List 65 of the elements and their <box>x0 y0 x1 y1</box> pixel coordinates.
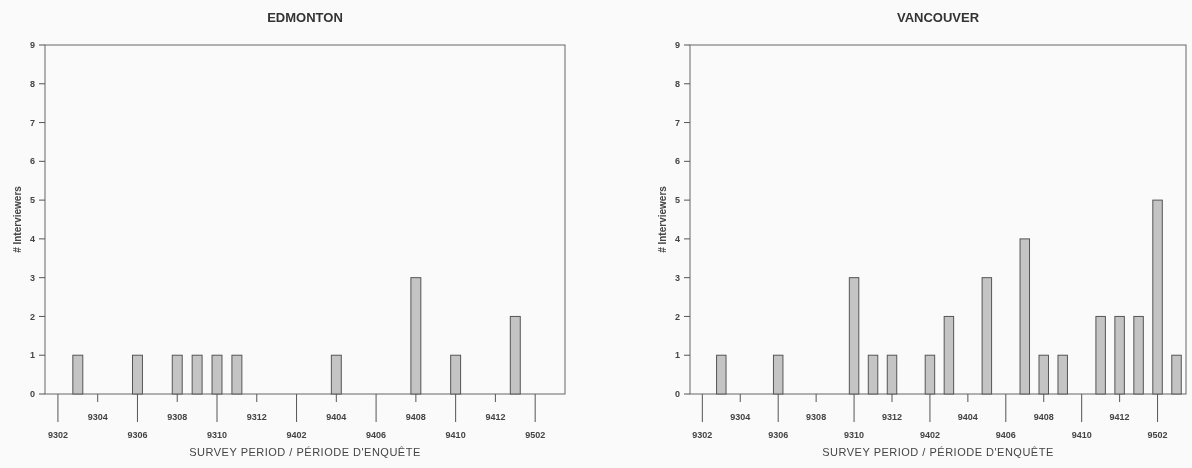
x-tick-label: 9308 <box>806 412 827 422</box>
y-tick-label: 3 <box>29 272 35 283</box>
bar <box>1095 315 1106 395</box>
x-tick-label: 9502 <box>525 430 546 440</box>
x-tick-label: 9404 <box>957 412 978 422</box>
y-tick-label: 5 <box>29 195 35 206</box>
x-tick-label: 9412 <box>1109 412 1130 422</box>
y-tick-label: 1 <box>29 350 35 361</box>
x-tick-label: 9502 <box>1147 430 1168 440</box>
y-tick-label: 7 <box>674 117 680 128</box>
x-tick-label: 9310 <box>844 430 865 440</box>
bar <box>716 354 727 395</box>
bar <box>867 354 879 395</box>
x-tick-label: 9408 <box>405 412 426 422</box>
x-tick-label: 9406 <box>366 430 387 440</box>
bar <box>509 315 521 395</box>
x-tick-label: 9406 <box>995 430 1016 440</box>
x-tick-label: 9310 <box>206 430 228 440</box>
y-tick-label: 3 <box>674 272 680 283</box>
y-tick-label: 2 <box>29 311 35 322</box>
bar <box>72 354 84 395</box>
y-tick-label: 0 <box>674 389 680 400</box>
x-tick-label: 9306 <box>768 430 789 440</box>
x-tick-label: 9312 <box>246 412 267 422</box>
y-tick-label: 6 <box>674 156 680 167</box>
y-tick-label: 5 <box>674 195 680 206</box>
x-tick-label: 9306 <box>127 430 148 440</box>
x-tick-label: 9410 <box>1071 430 1092 440</box>
y-tick-label: 7 <box>29 117 35 128</box>
x-tick-label: 9308 <box>167 412 188 422</box>
y-tick-label: 2 <box>674 311 680 322</box>
bar <box>1133 315 1144 395</box>
x-tick-label: 9302 <box>692 430 713 440</box>
bar <box>1057 354 1068 395</box>
x-tick-label: 9410 <box>445 430 466 440</box>
chart-title: EDMONTON <box>267 10 343 25</box>
y-tick-label: 4 <box>674 234 680 245</box>
x-axis-title: SURVEY PERIOD / PÉRIODE D'ENQUÊTE <box>822 446 1054 458</box>
y-tick-label: 9 <box>674 40 680 51</box>
x-tick-label: 9304 <box>730 412 751 422</box>
y-tick-label: 1 <box>674 350 680 361</box>
x-tick-label: 9402 <box>286 430 307 440</box>
bar <box>1171 354 1182 395</box>
x-tick-label: 9408 <box>1033 412 1054 422</box>
chart-title: VANCOUVER <box>896 10 980 25</box>
y-tick-label: 9 <box>29 40 35 51</box>
bar <box>191 354 203 395</box>
y-tick-label: 4 <box>29 234 35 245</box>
x-tick-label: 9404 <box>326 412 347 422</box>
y-axis-title: # Interviewers <box>12 185 23 253</box>
x-tick-label: 9312 <box>881 412 903 422</box>
bar <box>231 354 243 395</box>
y-axis-title: # Interviewers <box>657 185 668 253</box>
y-tick-label: 8 <box>29 78 35 89</box>
bar <box>981 277 993 395</box>
x-tick-label: 9302 <box>47 430 68 440</box>
x-tick-label: 9304 <box>87 412 108 422</box>
y-tick-label: 0 <box>29 389 35 400</box>
y-tick-label: 6 <box>29 156 35 167</box>
x-axis-title: SURVEY PERIOD / PÉRIODE D'ENQUÊTE <box>189 446 421 458</box>
x-tick-label: 9412 <box>485 412 506 422</box>
x-tick-label: 9402 <box>919 430 940 440</box>
bar <box>1019 238 1031 395</box>
y-tick-label: 8 <box>674 78 680 89</box>
bar <box>943 315 955 395</box>
